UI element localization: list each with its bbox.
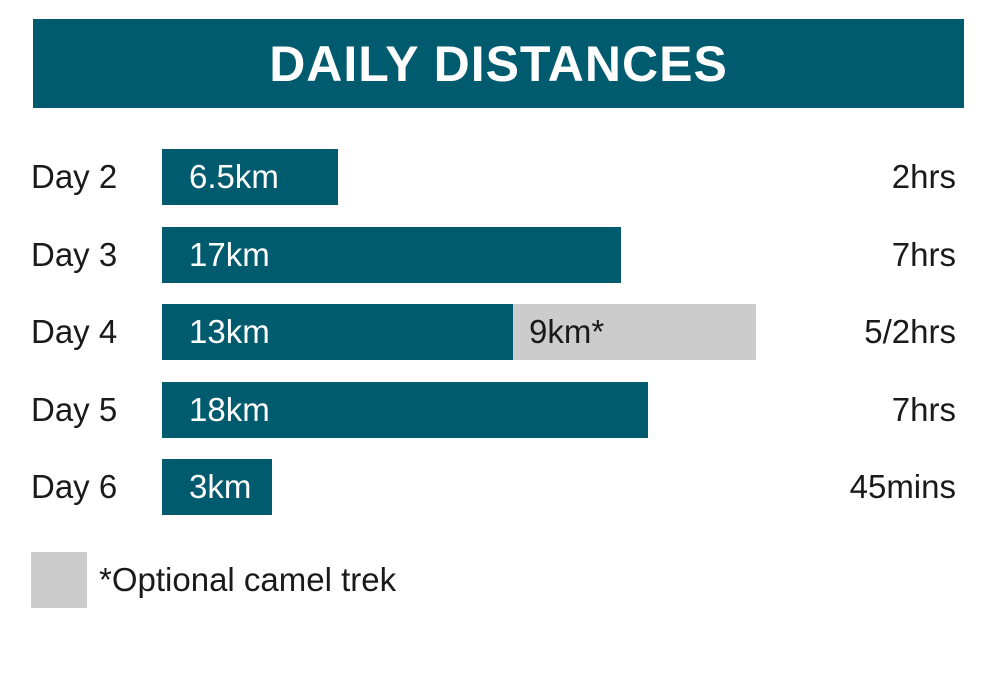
duration-label: 45mins <box>849 468 956 505</box>
duration-label: 7hrs <box>891 390 956 428</box>
category-label: Day 6 <box>31 468 118 505</box>
category-label: Day 4 <box>31 313 118 350</box>
legend-label: *Optional camel trek <box>99 561 397 598</box>
chart-title: DAILY DISTANCES <box>33 19 964 108</box>
duration-label: 7hrs <box>891 235 956 273</box>
category-label: Day 2 <box>31 158 118 195</box>
bar-optional: 9km* <box>513 304 756 360</box>
category-label: Day 5 <box>31 390 118 428</box>
bar-row: Day 2 6.5km 2hrs <box>0 149 1000 205</box>
bar-distance: 18km <box>162 381 648 438</box>
legend-swatch <box>31 552 87 608</box>
bar-row: Day 3 17km 7hrs <box>0 226 1000 283</box>
duration-label: 2hrs <box>891 158 956 195</box>
bar-distance: 3km <box>162 459 272 515</box>
bar-row: Day 5 18km 7hrs <box>0 381 1000 438</box>
bar-distance: 13km <box>162 304 513 360</box>
bar-row: Day 4 13km 9km* 5/2hrs <box>0 304 1000 360</box>
bar-distance: 6.5km <box>162 149 338 205</box>
bar-distance: 17km <box>162 226 621 283</box>
category-label: Day 3 <box>31 235 118 273</box>
bar-row: Day 6 3km 45mins <box>0 459 1000 515</box>
duration-label: 5/2hrs <box>864 313 956 350</box>
legend: *Optional camel trek <box>31 552 396 608</box>
